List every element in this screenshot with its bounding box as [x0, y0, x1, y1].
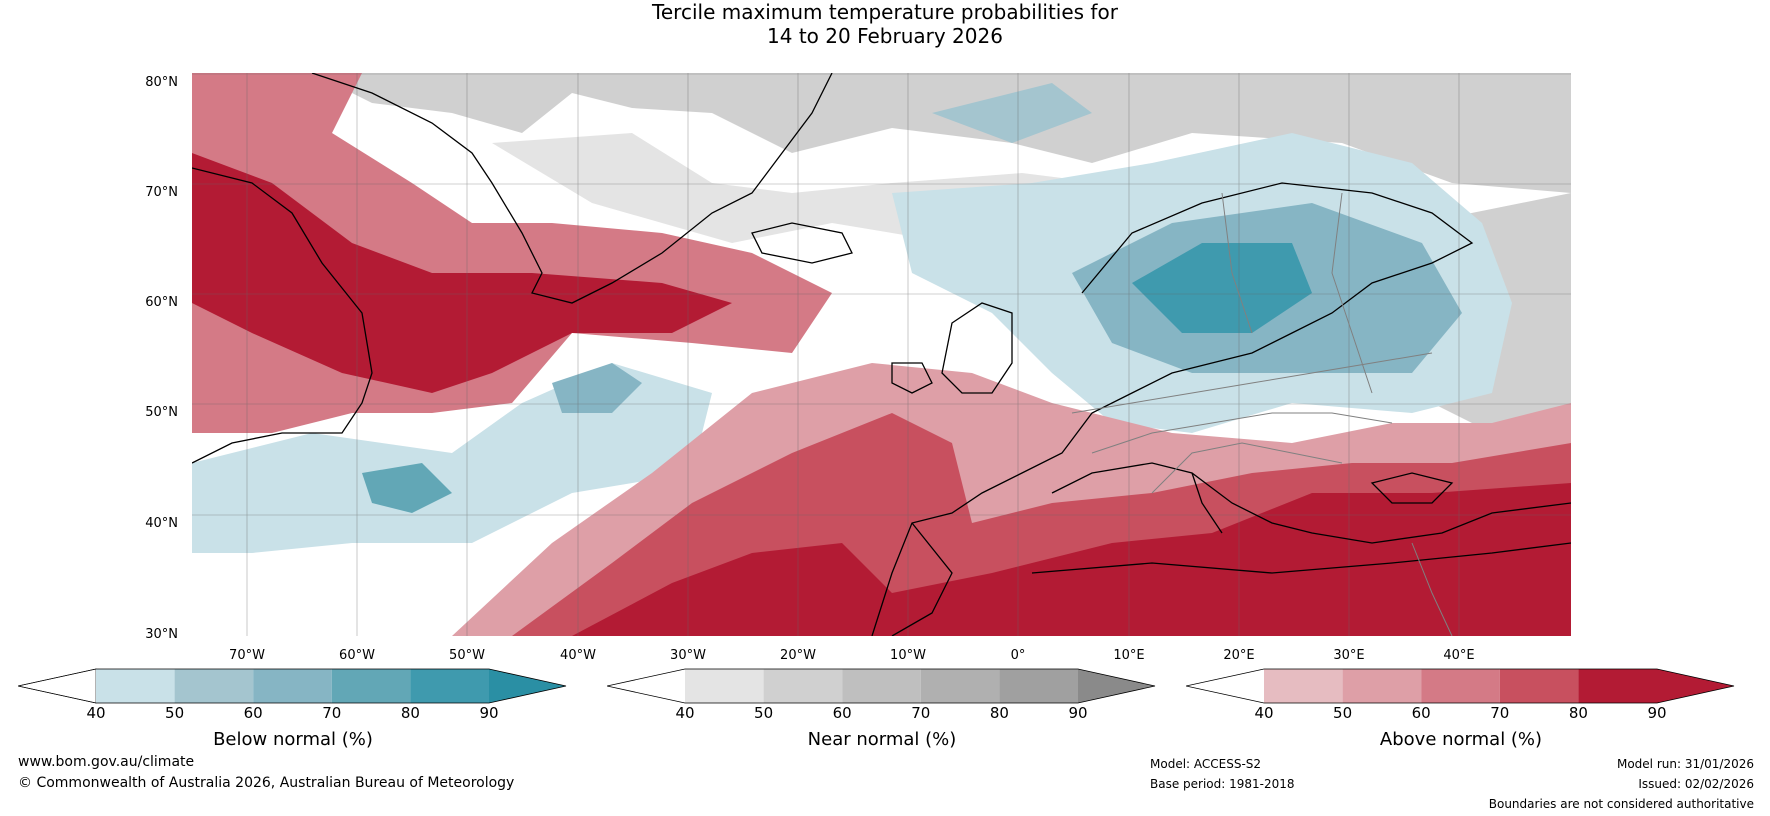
colorbar-below-tick: 80	[400, 704, 420, 722]
lon-label-20e: 20°E	[1223, 648, 1255, 663]
colorbar-near-label: Near normal (%)	[807, 729, 957, 750]
lat-label-50n: 50°N	[145, 405, 178, 420]
colorbar-below-label: Below normal (%)	[213, 729, 373, 750]
colorbar-near-seg-60	[842, 669, 921, 703]
colorbar-above-seg-70	[1499, 669, 1579, 703]
colorbar-below-tick: 40	[86, 704, 106, 722]
below-normal-region-core	[1132, 243, 1312, 333]
colorbar-above-seg-80	[1578, 669, 1657, 703]
probability-map	[192, 73, 1571, 636]
colorbar-near-tick: 40	[675, 704, 695, 722]
colorbar-near-seg-over	[1078, 669, 1155, 703]
coastlines	[192, 73, 1571, 636]
colorbar-above-tick: 80	[1568, 704, 1588, 722]
map-svg	[192, 73, 1571, 636]
lon-label-70w: 70°W	[229, 648, 265, 663]
title-line-1: Tercile maximum temperature probabilitie…	[652, 0, 1118, 24]
colorbar-above-tick: 40	[1254, 704, 1274, 722]
colorbar-below-tick: 60	[243, 704, 263, 722]
lat-label-30n: 30°N	[145, 627, 178, 642]
lat-label-40n: 40°N	[145, 516, 178, 531]
footer-base-period: Base period: 1981-2018	[1150, 777, 1295, 791]
colorbar-below-tick: 70	[322, 704, 342, 722]
lon-label-30w: 30°W	[670, 648, 706, 663]
lon-label-20w: 20°W	[780, 648, 816, 663]
colorbar-above-seg-50	[1342, 669, 1422, 703]
colorbar-near-tick: 80	[989, 704, 1009, 722]
colorbar-below-seg-50	[174, 669, 254, 703]
colorbar-below-seg-over	[489, 669, 566, 703]
lon-label-10w: 10°W	[890, 648, 926, 663]
colorbar-above-label: Above normal (%)	[1379, 729, 1543, 750]
lon-label-50w: 50°W	[449, 648, 485, 663]
colorbar-below-tick: 50	[165, 704, 185, 722]
colorbar-below-seg-80	[410, 669, 489, 703]
colorbar-below-seg-70	[331, 669, 411, 703]
colorbar-below-svg	[17, 668, 567, 704]
colorbar-near-seg-under	[607, 669, 685, 703]
lon-label-30e: 30°E	[1333, 648, 1365, 663]
lon-label-60w: 60°W	[339, 648, 375, 663]
map-gridlines	[192, 73, 1571, 636]
colorbar-near-seg-50	[763, 669, 843, 703]
colorbar-above-seg-under	[1186, 669, 1264, 703]
colorbar-near-seg-70	[920, 669, 1000, 703]
footer-model: Model: ACCESS-S2	[1150, 757, 1262, 771]
colorbar-near-seg-40	[685, 669, 764, 703]
colorbar-near-tick: 90	[1068, 704, 1088, 722]
colorbar-above-normal: 40 50 60 70 80 90 Above normal (%)	[1185, 668, 1736, 750]
footer-model-run: Model run: 31/01/2026	[1616, 757, 1754, 771]
colorbar-below-normal: 40 50 60 70 80 90 Below normal (%)	[17, 668, 568, 750]
lat-label-70n: 70°N	[145, 185, 178, 200]
title-line-2: 14 to 20 February 2026	[767, 24, 1003, 48]
colorbar-near-normal: 40 50 60 70 80 90 Near normal (%)	[606, 668, 1157, 750]
lon-label-0: 0°	[1010, 648, 1026, 663]
colorbar-below-seg-60	[253, 669, 332, 703]
below-normal-region-arctic	[932, 83, 1092, 143]
colorbar-above-seg-40	[1264, 669, 1343, 703]
below-normal-region-atlantic-core	[362, 463, 452, 513]
colorbar-above-tick: 50	[1333, 704, 1353, 722]
colorbar-below-tick: 90	[479, 704, 499, 722]
colorbar-near-tick: 60	[832, 704, 852, 722]
colorbar-below-seg-under	[17, 668, 97, 704]
colorbar-near-svg	[606, 668, 1156, 704]
footer-copyright: © Commonwealth of Australia 2026, Austra…	[18, 775, 515, 791]
colorbar-above-tick: 90	[1647, 704, 1667, 722]
colorbar-above-svg	[1185, 668, 1735, 704]
lon-label-40w: 40°W	[560, 648, 596, 663]
above-normal-region-northwest-core	[192, 153, 732, 393]
colorbar-above-seg-60	[1421, 669, 1500, 703]
chart-title: Tercile maximum temperature probabilitie…	[0, 0, 1770, 48]
footer-website: www.bom.gov.au/climate	[18, 754, 195, 770]
colorbar-below-seg-40	[96, 669, 175, 703]
colorbar-above-tick: 70	[1490, 704, 1510, 722]
above-normal-region-south-core	[572, 483, 1571, 636]
colorbar-above-seg-over	[1657, 669, 1734, 703]
national-borders	[1071, 192, 1453, 636]
near-normal-region-arctic	[312, 73, 1571, 193]
lon-label-10e: 10°E	[1113, 648, 1145, 663]
footer-disclaimer: Boundaries are not considered authoritat…	[1488, 797, 1754, 811]
colorbar-near-tick: 70	[911, 704, 931, 722]
footer-issued: Issued: 02/02/2026	[1638, 777, 1754, 791]
colorbar-near-seg-80	[999, 669, 1078, 703]
lat-label-60n: 60°N	[145, 295, 178, 310]
lon-label-40e: 40°E	[1443, 648, 1475, 663]
colorbar-above-tick: 60	[1411, 704, 1431, 722]
lat-label-80n: 80°N	[145, 75, 178, 90]
colorbar-near-tick: 50	[754, 704, 774, 722]
below-normal-region-midatlantic	[552, 363, 642, 413]
